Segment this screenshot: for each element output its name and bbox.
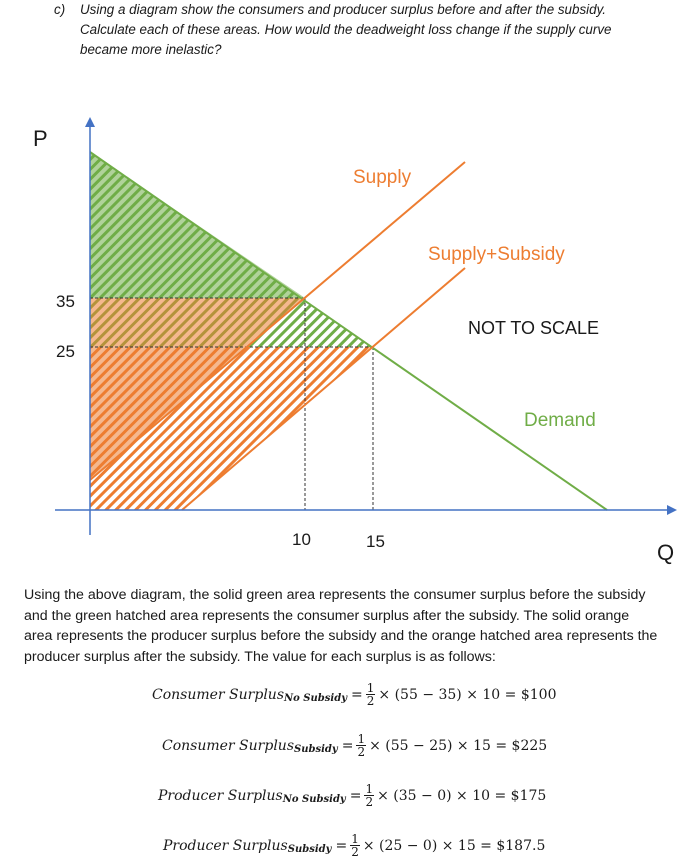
- fraction-denominator: 2: [357, 745, 366, 759]
- equation-expression: × (55 − 25) × 15 = $225: [369, 737, 548, 754]
- fraction-numerator: 1: [356, 732, 367, 746]
- question-label: c): [54, 2, 66, 17]
- fraction-numerator: 1: [365, 681, 376, 695]
- paragraph-line: Using the above diagram, the solid green…: [24, 587, 646, 603]
- not-to-scale-note: NOT TO SCALE: [468, 318, 599, 338]
- equation-expression: × (55 − 35) × 10 = $100: [378, 686, 557, 703]
- equation-name: Producer Surplus: [158, 787, 283, 804]
- equation-subscript: No Subsidy: [284, 693, 348, 704]
- equation-subscript: Subsidy: [287, 844, 332, 855]
- y-tick-label: 35: [56, 292, 75, 311]
- equation-subscript: Subsidy: [294, 744, 338, 755]
- equation-expression: × (35 − 0) × 10 = $175: [377, 787, 547, 804]
- x-tick-label: 15: [366, 532, 385, 551]
- supply-subsidy-label: Supply+Subsidy: [428, 244, 565, 265]
- x-tick-label: 10: [292, 530, 311, 549]
- demand-label: Demand: [524, 410, 596, 431]
- question-line: Using a diagram show the consumers and p…: [80, 2, 606, 17]
- question-line: Calculate each of these areas. How would…: [80, 22, 612, 37]
- y-tick-label: 25: [56, 342, 75, 361]
- fraction-numerator: 1: [364, 782, 375, 796]
- x-axis-label: Q: [657, 540, 674, 565]
- paragraph-line: and the green hatched area represents th…: [24, 607, 630, 624]
- fraction-denominator: 2: [351, 845, 359, 859]
- paragraph-line: producer surplus after the subsidy. The …: [24, 648, 496, 665]
- equals-sign: =: [335, 837, 348, 854]
- fraction-denominator: 2: [366, 694, 375, 708]
- supply-curve: [89, 161, 466, 481]
- fraction-denominator: 2: [365, 795, 374, 809]
- equation-subscript: No Subsidy: [282, 794, 346, 805]
- equals-sign: =: [349, 787, 362, 804]
- surplus-diagram: P Q 35 25 10 15 Supply Supply+Subsidy NO…: [33, 117, 677, 565]
- demand-curve: [89, 151, 608, 511]
- equation-name: Consumer Surplus: [152, 686, 285, 703]
- equals-sign: =: [341, 737, 354, 754]
- y-axis-label: P: [33, 126, 48, 151]
- paragraph-line: area represents the producer surplus bef…: [24, 628, 658, 644]
- supply-subsidy-curve: [181, 267, 466, 511]
- equals-sign: =: [351, 686, 363, 703]
- equation-expression: × (25 − 0) × 15 = $187.5: [362, 837, 546, 854]
- supply-label: Supply: [353, 167, 412, 188]
- fraction-numerator: 1: [350, 832, 360, 846]
- equation-name: Producer Surplus: [163, 837, 288, 854]
- explanation-paragraph: Using the above diagram, the solid green…: [24, 585, 688, 667]
- equation-name: Consumer Surplus: [162, 737, 295, 754]
- question-line: became more inelastic?: [80, 42, 222, 57]
